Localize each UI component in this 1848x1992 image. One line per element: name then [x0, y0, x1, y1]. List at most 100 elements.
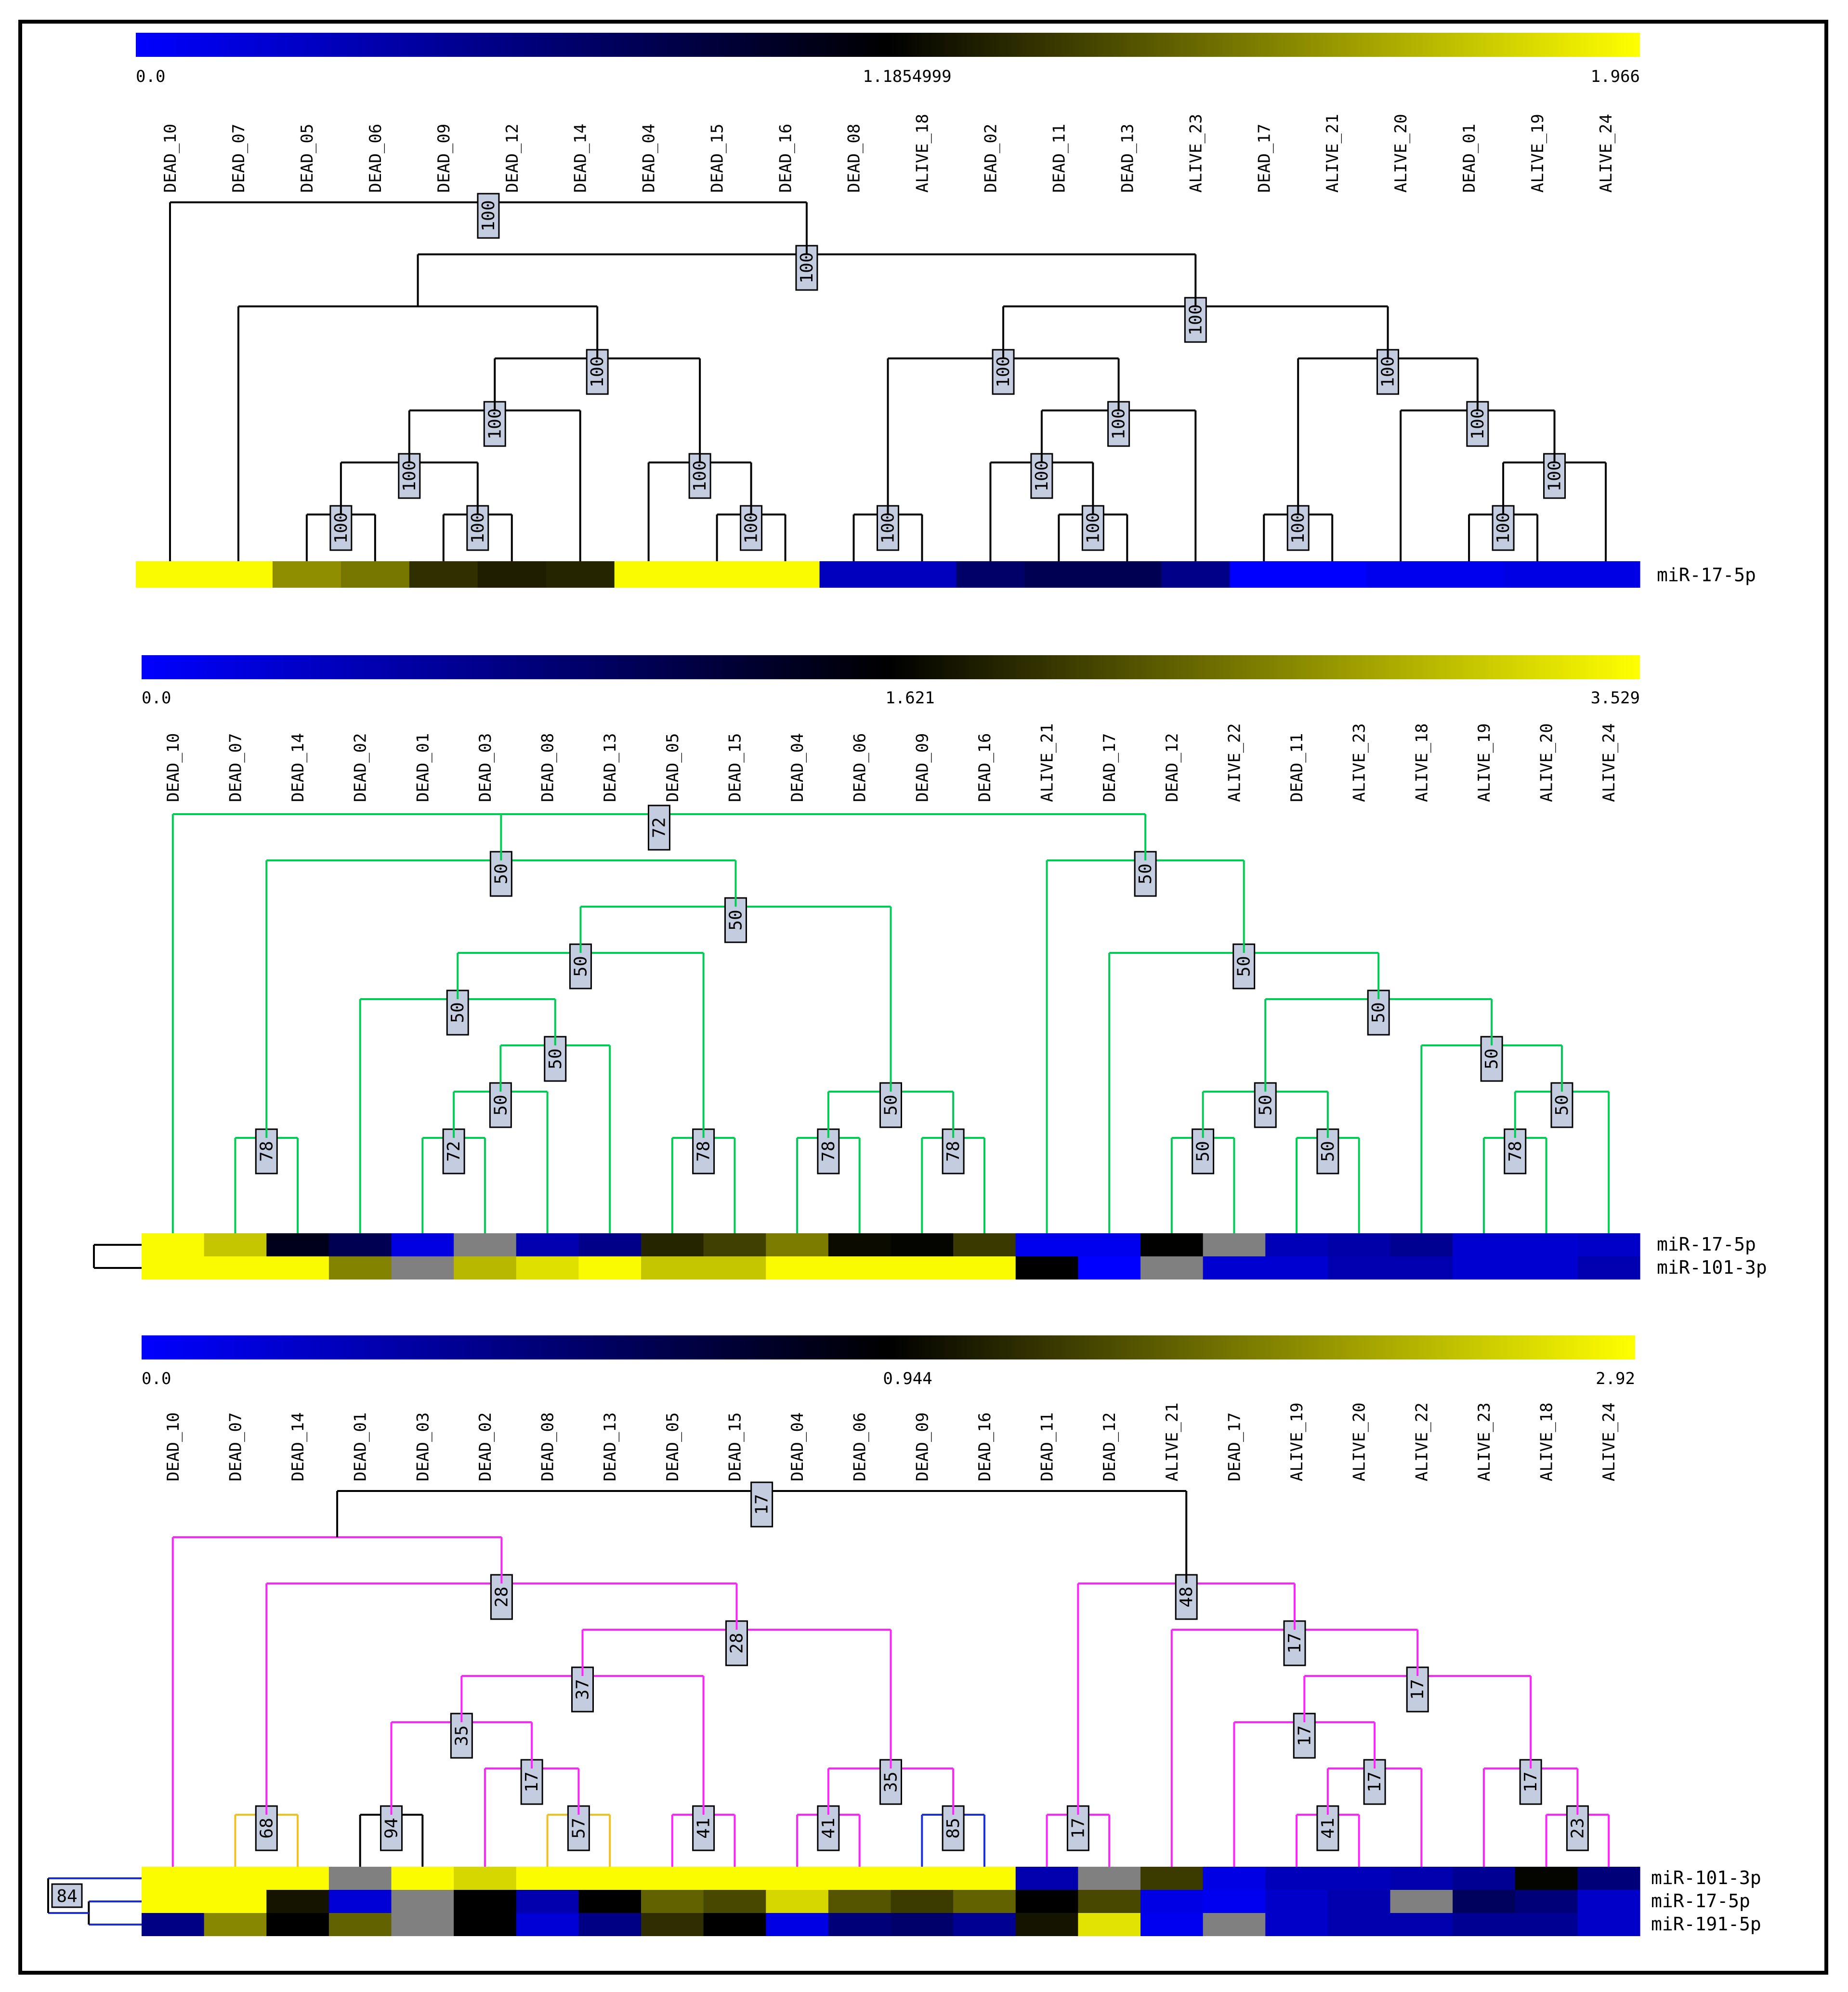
heatmap-cell — [1453, 1890, 1516, 1913]
bootstrap-value: 50 — [1369, 1002, 1389, 1023]
bootstrap-label-box — [1293, 1713, 1316, 1759]
bootstrap-label-box — [1107, 401, 1130, 447]
heatmap-cell — [828, 1890, 891, 1913]
sample-label: ALIVE_24 — [1597, 114, 1616, 193]
heatmap-cell — [391, 1913, 454, 1936]
heatmap-cell — [391, 1867, 454, 1890]
heatmap-cell — [328, 1913, 392, 1936]
heatmap-cell — [1015, 1867, 1078, 1890]
heatmap-cell — [1265, 1890, 1328, 1913]
heatmap-cell — [204, 1913, 267, 1936]
sample-label: DEAD_01 — [351, 1412, 370, 1481]
sample-label: DEAD_01 — [413, 733, 433, 802]
sample-label: ALIVE_23 — [1186, 114, 1206, 193]
heatmap-cell — [1577, 1256, 1640, 1280]
heatmap-cell — [1161, 561, 1230, 588]
heatmap-cell — [953, 1256, 1016, 1280]
bootstrap-value: 100 — [742, 512, 761, 543]
heatmap-cell — [1265, 1913, 1328, 1936]
heatmap-cell — [1515, 1256, 1578, 1280]
bootstrap-value: 100 — [1032, 460, 1052, 491]
sample-label: ALIVE_24 — [1599, 1402, 1619, 1481]
heatmap-cell — [1327, 1913, 1391, 1936]
bootstrap-label-box — [466, 505, 489, 551]
bootstrap-value: 100 — [479, 200, 498, 231]
sample-label: DEAD_12 — [1100, 1412, 1119, 1481]
sample-label: ALIVE_22 — [1412, 1402, 1431, 1481]
sample-label: DEAD_15 — [725, 733, 745, 802]
heatmap-cell — [204, 1233, 267, 1256]
sample-label: DEAD_08 — [845, 124, 864, 193]
heatmap-cell — [578, 1233, 642, 1256]
heatmap-cell — [953, 1233, 1016, 1256]
sample-label: DEAD_09 — [913, 733, 932, 802]
color-scale-bar — [136, 33, 1640, 57]
heatmap-cell — [204, 1867, 267, 1890]
heatmap-cell — [454, 1890, 517, 1913]
bootstrap-value: 35 — [881, 1771, 901, 1792]
bootstrap-value: 100 — [1186, 304, 1206, 335]
dendrogram-panels: 0.0 1.1854999 1.966 DEAD_10 DEAD_07 DEAD_05 DE… — [47, 33, 1767, 1936]
bootstrap-value: 48 — [1177, 1586, 1196, 1607]
sample-label: ALIVE_20 — [1391, 114, 1411, 193]
heatmap-cell — [1390, 1913, 1453, 1936]
sample-label: ALIVE_19 — [1528, 114, 1547, 193]
sample-label: DEAD_16 — [776, 124, 796, 193]
heatmap-cell — [1366, 561, 1435, 588]
sample-label: DEAD_13 — [601, 1412, 620, 1481]
heatmap-cell — [454, 1867, 517, 1890]
sample-label: DEAD_04 — [640, 124, 659, 193]
sample-label: DEAD_04 — [788, 1412, 807, 1481]
sample-label: DEAD_06 — [851, 733, 870, 802]
heatmap-cell — [1078, 1913, 1141, 1936]
heatmap-cell — [1577, 1913, 1640, 1936]
heatmap-cell — [1327, 1867, 1391, 1890]
heatmap-cell — [341, 561, 410, 588]
panel-3: 0.0 0.944 2.92 DEAD_10 DEAD_07 DEAD_14 DEAD_01… — [47, 1335, 1761, 1936]
bootstrap-value: 100 — [485, 408, 505, 439]
heatmap-cell — [1435, 561, 1504, 588]
bootstrap-value: 17 — [752, 1494, 772, 1515]
sample-label: DEAD_05 — [298, 124, 317, 193]
bootstrap-value: 50 — [546, 1048, 565, 1069]
heatmap-cell — [516, 1867, 579, 1890]
bootstrap-value: 17 — [1408, 1679, 1428, 1700]
heatmap-cell — [578, 1890, 642, 1913]
sample-label: DEAD_17 — [1255, 124, 1274, 193]
heatmap-cell — [641, 1256, 704, 1280]
bootstrap-label-box — [750, 1481, 773, 1528]
bootstrap-value: 50 — [1482, 1048, 1502, 1069]
bootstrap-value: 78 — [944, 1141, 963, 1161]
heatmap-cell — [956, 561, 1025, 588]
heatmap-cell — [578, 1256, 642, 1280]
sample-label: DEAD_03 — [413, 1412, 433, 1481]
sample-label: ALIVE_24 — [1599, 723, 1619, 802]
heatmap-cell — [142, 1913, 205, 1936]
heatmap-cell — [819, 561, 889, 588]
heatmap-cell — [1203, 1890, 1266, 1913]
heatmap-cell — [454, 1233, 517, 1256]
sample-label: DEAD_02 — [351, 733, 370, 802]
bootstrap-value: 100 — [588, 356, 607, 387]
bootstrap-value: 28 — [492, 1586, 511, 1607]
sample-label: DEAD_15 — [708, 124, 727, 193]
row-label: miR-17-5p — [1657, 564, 1756, 585]
bootstrap-value: 17 — [1365, 1771, 1385, 1792]
bootstrap-value: 41 — [694, 1818, 714, 1838]
heatmap-cell — [204, 561, 273, 588]
bootstrap-label-box — [51, 1883, 83, 1908]
heatmap-cell — [1078, 1256, 1141, 1280]
sample-label: DEAD_02 — [476, 1412, 495, 1481]
bootstrap-value: 17 — [1285, 1633, 1305, 1653]
sample-label: DEAD_17 — [1225, 1412, 1244, 1481]
heatmap-cell — [266, 1867, 329, 1890]
heatmap-cell — [1015, 1256, 1078, 1280]
heatmap-cell — [477, 561, 547, 588]
sample-label: DEAD_07 — [226, 1412, 245, 1481]
heatmap-cell — [1093, 561, 1162, 588]
heatmap-cell — [766, 1890, 829, 1913]
bootstrap-value: 100 — [400, 460, 419, 491]
scale-mid-label: 1.621 — [885, 688, 934, 708]
bootstrap-value: 35 — [452, 1725, 472, 1746]
heatmap-cell — [1265, 1256, 1328, 1280]
